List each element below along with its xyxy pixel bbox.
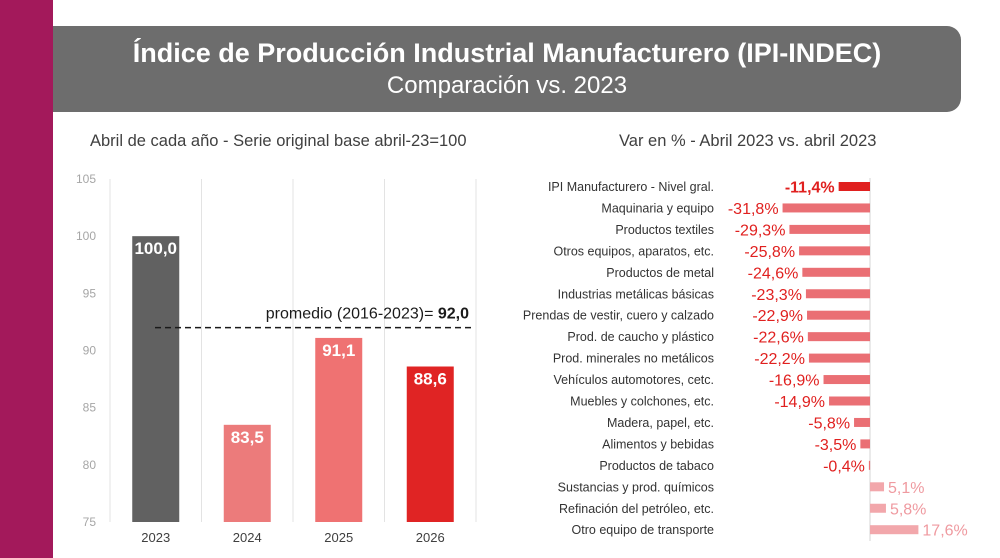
category-label: Productos textiles	[615, 223, 714, 237]
bar-value-label: 91,1	[322, 341, 355, 360]
hbar-8	[808, 353, 870, 363]
sidebar-accent	[0, 0, 53, 558]
y-tick-label: 95	[83, 286, 97, 300]
y-tick-label: 85	[83, 401, 97, 415]
category-label: Madera, papel, etc.	[607, 416, 714, 430]
category-label: IPI Manufacturero - Nivel gral.	[548, 180, 714, 194]
hbar-11	[854, 417, 870, 427]
category-label: Industrias metálicas básicas	[558, 287, 714, 301]
bar-value-label: 100,0	[134, 239, 177, 258]
hbar-value-label: -16,9%	[769, 373, 820, 390]
hbar-value-label: -3,5%	[815, 437, 857, 454]
hbar-value-label: 5,8%	[890, 501, 926, 518]
title-banner: Índice de Producción Industrial Manufact…	[53, 26, 961, 112]
hbar-value-label: -11,4%	[785, 180, 835, 197]
y-tick-label: 105	[76, 172, 96, 186]
bar-value-label: 83,5	[231, 428, 264, 447]
hbar-value-label: 17,6%	[922, 523, 967, 540]
hbar-value-label: -22,2%	[754, 351, 805, 368]
bar-2026	[406, 366, 454, 522]
hbar-value-label: -31,8%	[728, 201, 779, 218]
hbar-value-label: -0,4%	[823, 458, 865, 475]
category-label: Muebles y colchones, etc.	[570, 395, 714, 409]
hbar-16	[870, 525, 919, 535]
category-label: Alimentos y bebidas	[602, 437, 714, 451]
x-tick-label: 2024	[233, 530, 262, 545]
hbar-12	[860, 439, 870, 449]
page-title: Índice de Producción Industrial Manufact…	[132, 38, 882, 68]
category-label: Prendas de vestir, cuero y calzado	[523, 309, 714, 323]
hbar-15	[870, 503, 886, 513]
bar-2025	[315, 337, 363, 522]
y-tick-label: 90	[83, 344, 97, 358]
hbar-value-label: -25,8%	[744, 244, 795, 261]
hbar-6	[807, 310, 870, 320]
hbar-value-label: -5,8%	[808, 415, 850, 432]
page-subtitle: Comparación vs. 2023	[386, 72, 628, 99]
y-tick-label: 80	[83, 458, 97, 472]
category-label: Productos de metal	[606, 266, 714, 280]
hbar-13	[868, 460, 871, 470]
bar-value-label: 88,6	[414, 370, 447, 389]
bar-2023	[132, 236, 180, 522]
hbar-value-label: -14,9%	[774, 394, 825, 411]
hbar-value-label: -22,9%	[752, 308, 803, 325]
hbar-7	[807, 332, 870, 342]
hbar-value-label: -23,3%	[751, 287, 802, 304]
hbar-5	[805, 289, 870, 299]
category-label: Otro equipo de transporte	[572, 523, 714, 537]
hbar-value-label: -24,6%	[748, 265, 799, 282]
category-label: Maquinaria y equipo	[601, 201, 714, 215]
category-label: Refinación del petróleo, etc.	[559, 502, 714, 516]
category-label: Prod. de caucho y plástico	[567, 330, 714, 344]
hbar-0	[838, 182, 870, 191]
category-label: Sustancias y prod. químicos	[558, 480, 714, 494]
average-reference-label: promedio (2016-2023)= 92,0	[266, 306, 469, 323]
hbar-1	[782, 203, 870, 213]
hbar-3	[799, 246, 870, 256]
y-tick-label: 100	[76, 229, 96, 243]
x-tick-label: 2025	[324, 530, 353, 545]
left-chart-title: Abril de cada año - Serie original base …	[90, 132, 467, 150]
hbar-14	[870, 482, 885, 492]
hbar-2	[789, 224, 870, 234]
hbar-4	[802, 267, 870, 277]
right-chart-title: Var en % - Abril 2023 vs. abril 2023	[619, 132, 877, 150]
hbar-value-label: 5,1%	[888, 480, 924, 497]
category-label: Otros equipos, aparatos, etc.	[553, 244, 714, 258]
hbar-value-label: -22,6%	[753, 330, 804, 347]
bar-2024	[223, 424, 271, 522]
category-label: Productos de tabaco	[599, 459, 714, 473]
y-tick-label: 75	[83, 515, 97, 529]
hbar-10	[829, 396, 870, 406]
hbar-value-label: -29,3%	[735, 222, 786, 239]
category-label: Vehículos automotores, cetc.	[553, 373, 714, 387]
hbar-9	[823, 375, 870, 385]
x-tick-label: 2026	[416, 530, 445, 545]
x-tick-label: 2023	[141, 530, 170, 545]
category-label: Prod. minerales no metálicos	[553, 352, 714, 366]
